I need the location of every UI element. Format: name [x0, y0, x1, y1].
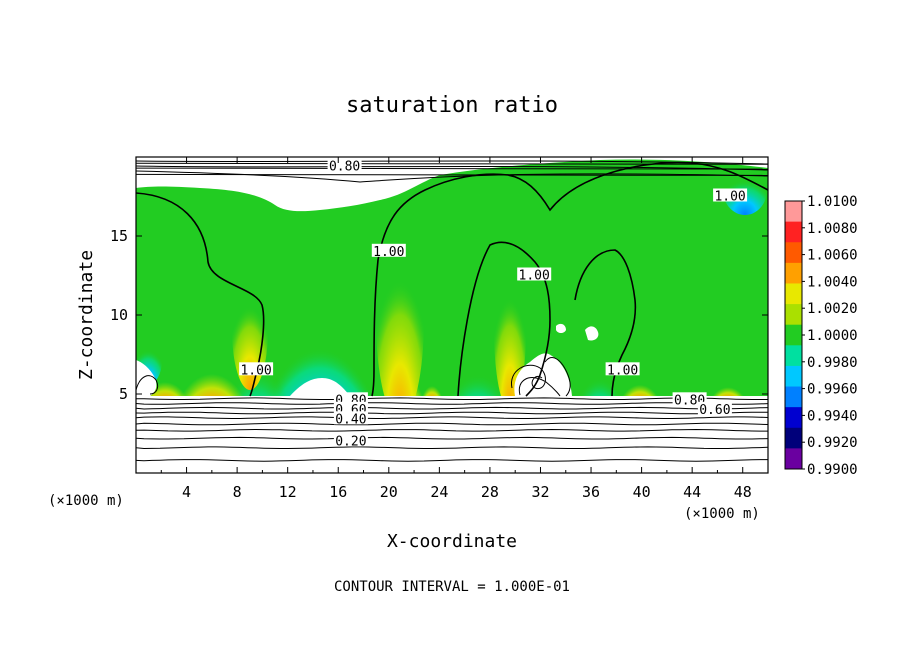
colorbar-swatch	[785, 386, 802, 408]
y-tick-label: 10	[110, 306, 128, 324]
colorbar-swatch	[785, 345, 802, 367]
contour-label: 0.60	[699, 403, 730, 418]
x-tick-label: 32	[531, 483, 549, 501]
contour-label-bg	[327, 158, 362, 172]
contour-line-lower	[136, 422, 768, 426]
colorbar-label: 1.0100	[807, 194, 858, 210]
colorbar-swatch	[785, 407, 802, 429]
contour-labels: 0.801.001.001.001.001.000.800.600.400.20…	[239, 158, 748, 449]
x-tick-label: 4	[182, 483, 191, 501]
x-tick-label: 44	[683, 483, 701, 501]
x-unit-right: (×1000 m)	[684, 506, 760, 522]
colorbar-swatch	[785, 304, 802, 326]
contour-label: 1.00	[519, 269, 550, 284]
x-tick-label: 12	[279, 483, 297, 501]
contour-line-lower	[136, 411, 768, 415]
contour-interval-note: CONTOUR INTERVAL = 1.000E-01	[334, 579, 570, 595]
boundary-layer-bump	[290, 378, 350, 396]
x-unit-left: (×1000 m)	[48, 493, 124, 509]
plot-area	[136, 157, 768, 473]
contour-label: 0.80	[329, 160, 360, 175]
contour-label: 1.00	[714, 190, 745, 205]
contour-label: 1.00	[240, 363, 271, 378]
lower-contour-lines	[136, 162, 768, 462]
colorbar-swatch	[785, 283, 802, 305]
chart-title: saturation ratio	[346, 93, 558, 118]
contour-label-bg	[239, 362, 274, 376]
x-tick-label: 36	[582, 483, 600, 501]
colorbar: 1.0100 1.0080 1.0060 1.0040 1.0020 1.0000 0.99…	[784, 194, 858, 478]
y-tick-label: 15	[110, 227, 128, 245]
contour-line-top	[136, 162, 768, 165]
contour-line-lower	[136, 406, 768, 410]
x-axis-ticks: 4 8 12 16 20 24 28 32 36 40 44 48	[160, 157, 752, 501]
x-tick-label: 40	[633, 483, 651, 501]
colorbar-swatch	[785, 427, 802, 449]
contour-1p00-left	[136, 192, 265, 397]
contour-line-lower	[136, 416, 768, 419]
x-tick-label: 8	[233, 483, 242, 501]
upper-unsaturated-layer	[136, 157, 768, 212]
x-tick-label: 24	[430, 483, 448, 501]
colorbar-swatch	[785, 262, 802, 284]
colorbar-label: 0.9980	[807, 355, 858, 371]
contour-line-lower	[136, 397, 768, 400]
x-tick-label: 16	[329, 483, 347, 501]
contour-line-lower	[136, 428, 768, 432]
colorbar-label: 1.0040	[807, 274, 858, 290]
contour-line-top	[136, 167, 768, 170]
x-tick-label: 48	[734, 483, 752, 501]
contour-label: 1.00	[373, 245, 404, 260]
contour-label-bg	[605, 362, 640, 376]
yellow-tower-20km	[376, 220, 424, 420]
contour-label-bg	[517, 267, 552, 281]
colorbar-swatch	[785, 201, 802, 223]
contour-line-top	[136, 173, 768, 176]
contour-label-bg	[697, 401, 732, 415]
colorbar-label: 0.9900	[807, 462, 858, 478]
contour-line-lower	[136, 446, 768, 450]
colorbar-label: 0.9940	[807, 408, 858, 424]
y-tick-label: 5	[119, 385, 128, 403]
contour-label: 0.20	[335, 434, 366, 449]
y-axis-ticks: 5 10 15	[110, 227, 768, 403]
colorbar-swatch	[785, 365, 802, 388]
contour-label: 0.40	[335, 412, 366, 427]
colorbar-swatch	[785, 448, 802, 470]
contour-line-lower	[136, 459, 768, 462]
colorbar-swatch	[785, 221, 802, 243]
colorbar-label: 1.0080	[807, 221, 858, 237]
contour-label-bg	[371, 243, 406, 257]
x-tick-label: 20	[380, 483, 398, 501]
colorbar-label: 1.0020	[807, 301, 858, 317]
contour-line-lower	[136, 436, 768, 440]
cloud-edge-fragments	[136, 323, 599, 396]
contour-label: 0.80	[674, 393, 705, 408]
contour-cloud-turbulent	[511, 357, 571, 397]
colorbar-label: 0.9960	[807, 382, 858, 398]
colorbar-label: 1.0060	[807, 248, 858, 264]
y-axis-label: Z-coordinate	[76, 250, 97, 380]
colorbar-label: 1.0000	[807, 328, 858, 344]
contour-label: 1.00	[607, 363, 638, 378]
contour-label-bg	[333, 433, 368, 447]
contour-line-lower	[136, 402, 768, 405]
x-axis-label: X-coordinate	[387, 531, 517, 552]
x-tick-label: 28	[481, 483, 499, 501]
contour-label-bg	[333, 411, 368, 425]
contour-label-bg	[713, 188, 748, 202]
contour-cloud-left-edge	[136, 375, 159, 395]
colorbar-label: 0.9920	[807, 435, 858, 451]
colorbar-swatch	[785, 242, 802, 264]
colorbar-swatch	[785, 324, 802, 346]
